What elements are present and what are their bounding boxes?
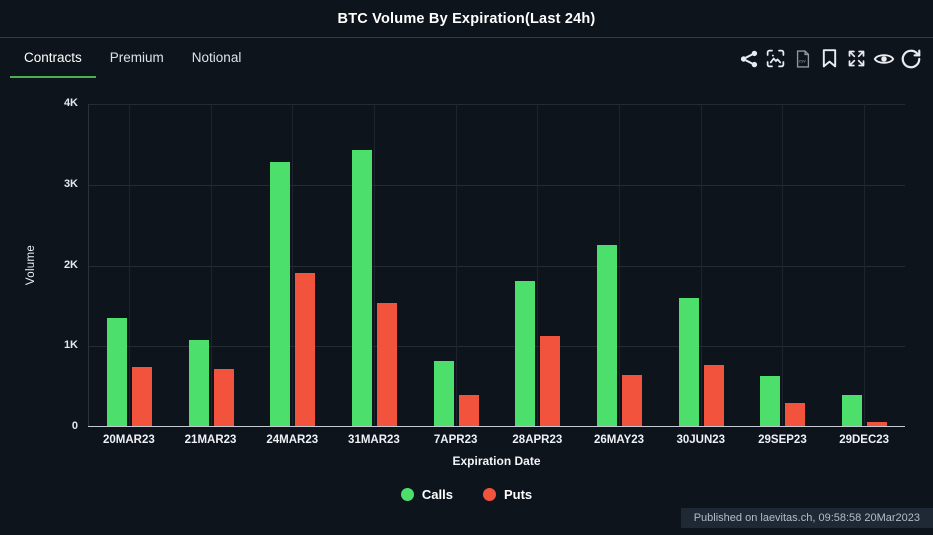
chart-legend: Calls Puts bbox=[0, 487, 933, 502]
legend-item-calls[interactable]: Calls bbox=[400, 487, 453, 502]
attribution-footer: Published on laevitas.ch, 09:58:58 20Mar… bbox=[680, 508, 933, 528]
calls-bar[interactable] bbox=[106, 317, 127, 426]
tab-notional[interactable]: Notional bbox=[191, 49, 242, 65]
gridline bbox=[619, 104, 621, 427]
plot-area[interactable] bbox=[88, 104, 905, 427]
share-icon[interactable] bbox=[736, 46, 761, 71]
refresh-icon[interactable] bbox=[898, 46, 923, 71]
y-axis-ticks: 0 1K 2K 3K 4K bbox=[0, 88, 78, 470]
header: BTC Volume By Expiration(Last 24h) bbox=[0, 0, 933, 38]
puts-bar[interactable] bbox=[295, 272, 316, 426]
puts-bar[interactable] bbox=[376, 303, 397, 426]
y-tick-label: 2K bbox=[63, 258, 78, 271]
chart-area: 0 1K 2K 3K 4K Volume 20MAR23 21MAR23 24MAR23 31… bbox=[0, 88, 933, 470]
y-tick-label: 1K bbox=[63, 339, 78, 352]
puts-bar[interactable] bbox=[785, 403, 806, 426]
x-tick-label: 31MAR23 bbox=[348, 434, 400, 446]
gridline bbox=[88, 184, 905, 186]
puts-bar[interactable] bbox=[703, 364, 724, 426]
puts-bar[interactable] bbox=[867, 421, 888, 426]
gridline bbox=[373, 104, 375, 427]
x-tick-label: 30JUN23 bbox=[676, 434, 726, 446]
gridline bbox=[455, 104, 457, 427]
toolbar: csv bbox=[736, 46, 923, 71]
gridline bbox=[700, 104, 702, 427]
x-axis-line bbox=[88, 426, 905, 427]
x-tick-label: 26MAY23 bbox=[594, 434, 645, 446]
tabs: Contracts Premium Notional bbox=[10, 38, 255, 78]
gridline bbox=[128, 104, 130, 427]
x-tick-label: 21MAR23 bbox=[184, 434, 237, 446]
gridline bbox=[88, 346, 905, 348]
y-tick-label: 0 bbox=[71, 420, 78, 432]
x-axis-ticks: 20MAR23 21MAR23 24MAR23 31MAR23 7APR23 28APR2… bbox=[88, 434, 905, 450]
x-axis-title: Expiration Date bbox=[452, 454, 541, 468]
legend-label: Puts bbox=[503, 487, 533, 502]
x-tick-label: 29SEP23 bbox=[758, 434, 807, 446]
calls-bar[interactable] bbox=[351, 149, 372, 426]
gridline bbox=[864, 104, 866, 427]
gridline bbox=[537, 104, 539, 427]
puts-bar[interactable] bbox=[131, 367, 152, 426]
legend-dot bbox=[400, 488, 414, 501]
x-tick-label: 7APR23 bbox=[433, 434, 478, 446]
gridline bbox=[210, 104, 212, 427]
image-export-icon[interactable] bbox=[763, 46, 788, 71]
gridline bbox=[88, 265, 905, 267]
calls-bar[interactable] bbox=[842, 394, 863, 426]
y-axis-title: Volume bbox=[25, 244, 37, 286]
y-axis-line bbox=[88, 104, 89, 427]
gridline bbox=[88, 104, 905, 105]
page-title: BTC Volume By Expiration(Last 24h) bbox=[337, 10, 596, 27]
x-tick-label: 20MAR23 bbox=[102, 434, 155, 446]
calls-bar[interactable] bbox=[270, 161, 291, 426]
y-tick-label: 4K bbox=[63, 97, 78, 109]
calls-bar[interactable] bbox=[597, 245, 618, 426]
calls-bar[interactable] bbox=[433, 361, 454, 426]
puts-bar[interactable] bbox=[213, 369, 234, 426]
tab-contracts[interactable]: Contracts bbox=[10, 38, 96, 78]
puts-bar[interactable] bbox=[458, 394, 479, 426]
x-tick-label: 29DEC23 bbox=[839, 434, 890, 446]
tab-premium[interactable]: Premium bbox=[109, 49, 164, 65]
csv-export-icon[interactable]: csv bbox=[790, 46, 815, 71]
calls-bar[interactable] bbox=[760, 375, 781, 426]
x-tick-label: 24MAR23 bbox=[266, 434, 319, 446]
gridline bbox=[782, 104, 784, 427]
x-tick-label: 28APR23 bbox=[512, 434, 563, 446]
legend-item-puts[interactable]: Puts bbox=[482, 487, 533, 502]
svg-text:csv: csv bbox=[798, 58, 806, 63]
legend-label: Calls bbox=[421, 487, 453, 502]
calls-bar[interactable] bbox=[188, 339, 209, 426]
eye-icon[interactable] bbox=[871, 46, 896, 71]
y-tick-label: 3K bbox=[63, 177, 78, 190]
fullscreen-icon[interactable] bbox=[844, 46, 869, 71]
bookmark-icon[interactable] bbox=[817, 46, 842, 71]
puts-bar[interactable] bbox=[540, 336, 561, 426]
calls-bar[interactable] bbox=[678, 298, 699, 426]
legend-dot bbox=[482, 488, 496, 501]
calls-bar[interactable] bbox=[515, 280, 536, 426]
tab-bar: Contracts Premium Notional bbox=[0, 38, 933, 82]
puts-bar[interactable] bbox=[622, 375, 643, 426]
gridline bbox=[292, 104, 294, 427]
